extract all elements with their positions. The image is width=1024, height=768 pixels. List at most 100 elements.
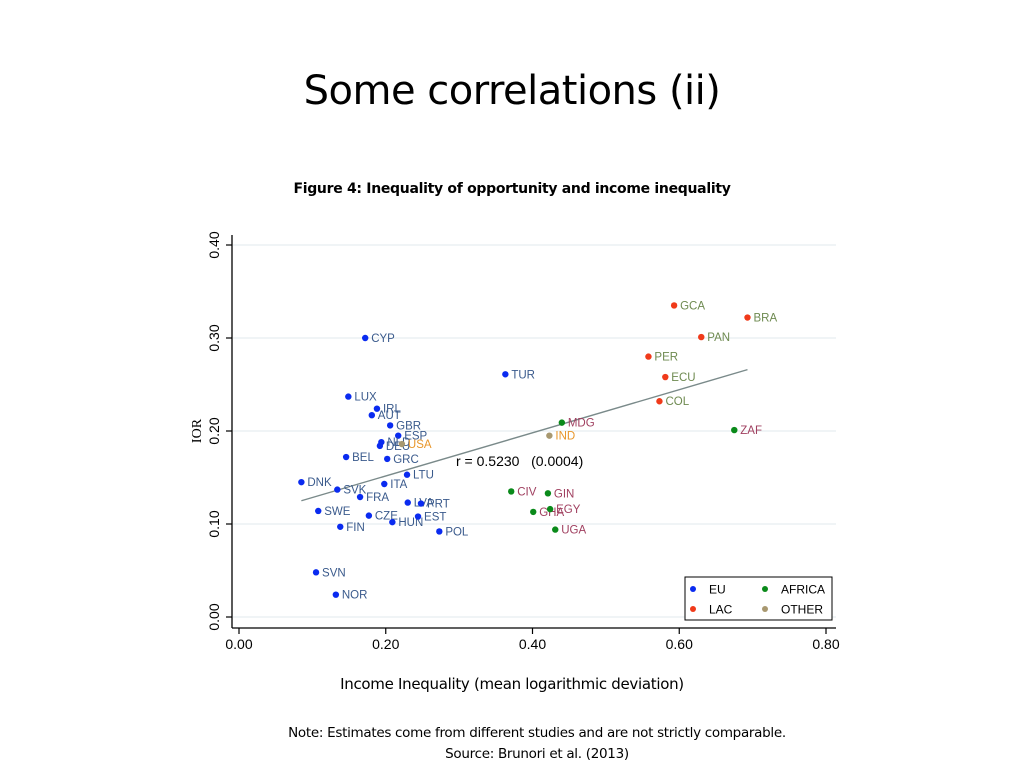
- point-marker: [417, 500, 425, 507]
- point-marker: [384, 455, 391, 463]
- data-point-bra: BRA: [744, 313, 777, 325]
- point-marker: [337, 523, 344, 530]
- point-label: CIV: [517, 486, 537, 498]
- data-point-gin: GIN: [544, 488, 574, 500]
- point-marker: [502, 371, 509, 378]
- point-marker: [662, 373, 669, 381]
- point-label: ZAF: [740, 425, 762, 437]
- point-marker: [356, 493, 364, 501]
- point-marker: [508, 488, 515, 495]
- y-ticks: 0.00 0.10 0.20 0.30 0.40: [206, 231, 232, 631]
- point-marker: [403, 471, 411, 478]
- point-marker: [698, 333, 705, 341]
- point-label: IRL: [383, 404, 402, 416]
- point-marker: [386, 422, 394, 429]
- point-label: BRA: [753, 313, 777, 325]
- y-tick-label: 0.00: [206, 603, 222, 630]
- legend-box: [684, 576, 833, 621]
- legend-item-eu: EU: [690, 583, 726, 597]
- y-tick-label: 0.30: [206, 324, 222, 351]
- legend-label: EU: [709, 583, 726, 597]
- point-marker: [546, 432, 553, 439]
- x-tick-label: 0.20: [372, 636, 399, 652]
- point-marker: [381, 480, 388, 488]
- note: Note: Estimates come from different stud…: [0, 723, 1024, 765]
- point-label: GCA: [680, 300, 705, 312]
- data-points: CYPTURLUXIRLAUTGBRESPNLDDEUUSABELGRCLTUI…: [298, 300, 777, 602]
- data-point-ita: ITA: [381, 479, 408, 491]
- x-tick-label: 0.40: [519, 636, 546, 652]
- point-label: ESP: [404, 431, 427, 443]
- data-point-gha: GHA: [530, 507, 564, 519]
- data-point-dnk: DNK: [298, 477, 332, 489]
- note-text: Note: Estimates come from different stud…: [288, 725, 786, 741]
- data-point-nor: NOR: [332, 590, 367, 602]
- point-marker: [368, 411, 376, 419]
- data-point-esp: ESP: [395, 431, 428, 443]
- point-marker: [365, 512, 373, 519]
- slide-title: Some correlations (ii): [303, 68, 721, 114]
- data-point-egy: EGY: [546, 504, 581, 516]
- data-point-prt: PRT: [417, 499, 450, 511]
- data-point-hun: HUN: [389, 517, 423, 529]
- source-text: Source: Brunori et al. (2013): [445, 746, 629, 762]
- point-marker: [552, 526, 559, 533]
- data-point-fra: FRA: [356, 492, 389, 504]
- data-point-gbr: GBR: [386, 420, 421, 432]
- data-point-bel: BEL: [342, 452, 374, 464]
- point-label: LTU: [413, 470, 434, 482]
- point-marker: [744, 314, 751, 321]
- point-marker: [656, 398, 663, 405]
- point-label: FIN: [346, 522, 365, 534]
- point-marker: [362, 334, 369, 342]
- point-label: DNK: [307, 477, 332, 489]
- y-tick-label: 0.20: [206, 417, 222, 444]
- point-label: COL: [665, 396, 689, 408]
- point-marker: [670, 302, 678, 309]
- point-label: AUT: [378, 410, 401, 422]
- y-tick-label: 0.10: [206, 510, 222, 537]
- data-point-mdg: MDG: [558, 418, 595, 430]
- data-point-aut: AUT: [368, 410, 401, 422]
- point-label: ECU: [671, 372, 695, 384]
- point-label: SWE: [324, 506, 351, 518]
- point-marker: [544, 490, 552, 497]
- point-marker: [334, 486, 341, 493]
- legend-marker: [690, 586, 696, 592]
- figure-title: Figure 4: Inequality of opportunity and …: [293, 181, 731, 197]
- legend-label: AFRICA: [781, 583, 825, 597]
- point-label: SVK: [343, 485, 366, 497]
- x-ticks: 0.00 0.20 0.40 0.60 0.80: [225, 628, 840, 652]
- point-label: TUR: [511, 369, 535, 381]
- point-label: DEU: [386, 441, 410, 453]
- data-point-ind: IND: [546, 431, 575, 443]
- data-point-zaf: ZAF: [731, 425, 762, 437]
- point-marker: [376, 442, 384, 450]
- point-marker: [414, 513, 422, 520]
- point-marker: [342, 453, 350, 461]
- data-point-ltu: LTU: [403, 470, 434, 482]
- point-marker: [373, 405, 381, 412]
- data-point-swe: SWE: [315, 506, 351, 518]
- data-point-tur: TUR: [502, 369, 535, 381]
- legend-item-africa: AFRICA: [762, 583, 825, 597]
- legend-marker: [762, 586, 768, 592]
- fit-line: [301, 368, 748, 502]
- point-marker: [404, 499, 411, 506]
- point-label: EGY: [556, 504, 581, 516]
- point-marker: [395, 432, 402, 439]
- point-label: PAN: [707, 332, 730, 344]
- point-label: HUN: [398, 517, 423, 529]
- legend-marker: [690, 606, 696, 612]
- point-label: MDG: [568, 418, 595, 430]
- point-marker: [398, 440, 406, 448]
- legend-item-other: OTHER: [762, 603, 823, 617]
- legend-label: OTHER: [781, 603, 823, 617]
- point-label: UGA: [561, 525, 586, 537]
- data-point-fin: FIN: [337, 522, 365, 534]
- data-point-lux: LUX: [345, 392, 377, 404]
- point-label: FRA: [366, 492, 389, 504]
- point-label: IND: [555, 431, 575, 443]
- x-tick-label: 0.80: [812, 636, 839, 652]
- y-axis-label: IOR: [190, 418, 205, 443]
